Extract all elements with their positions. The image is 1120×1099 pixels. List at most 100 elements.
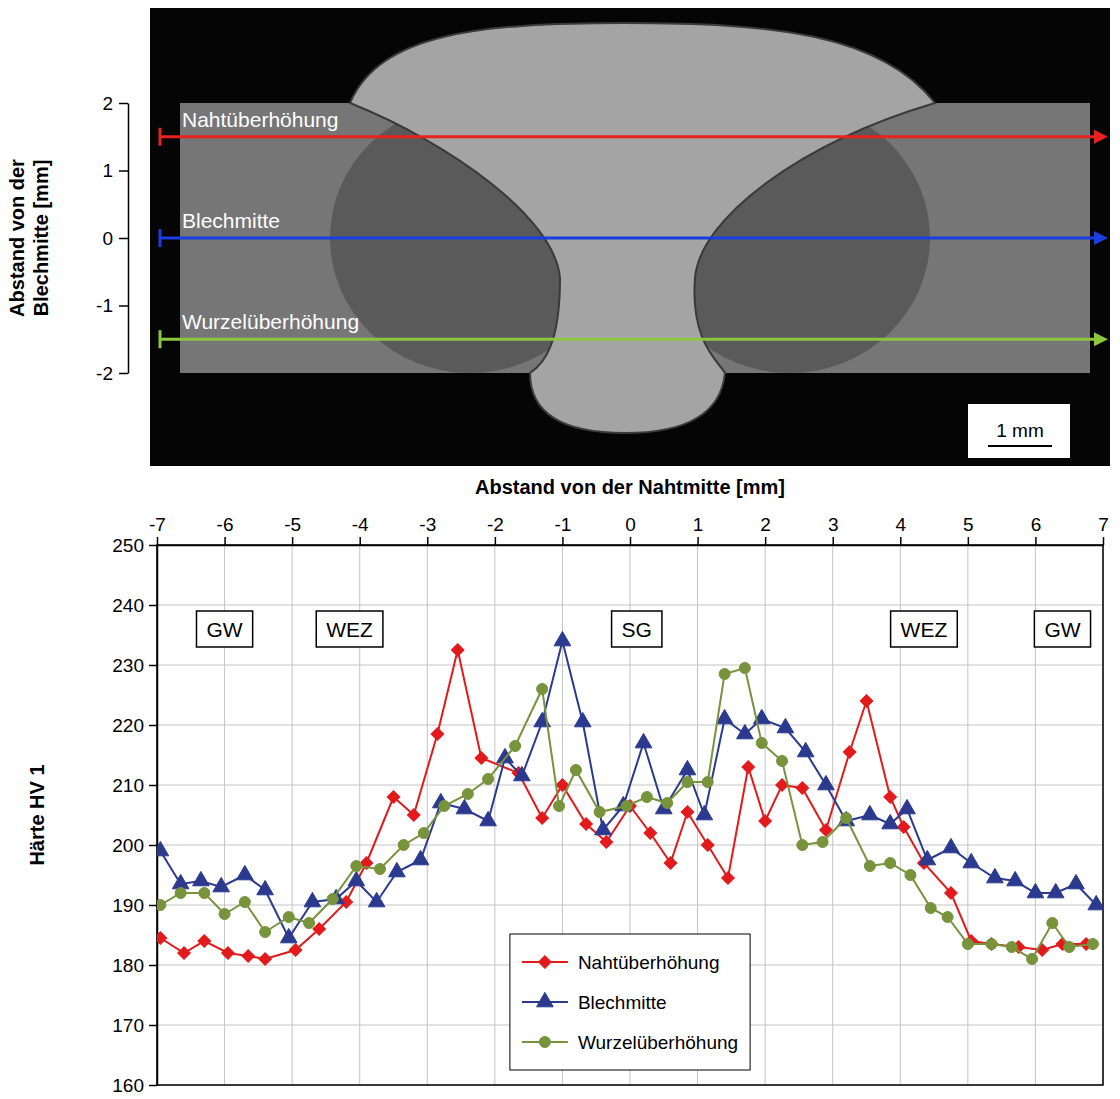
- y-axis-tick: 250: [112, 535, 157, 556]
- y-axis-tick-mark: [149, 545, 157, 547]
- x-axis-tick-mark: [359, 537, 361, 545]
- series-marker: [945, 887, 958, 900]
- series-marker: [554, 631, 571, 645]
- series-marker: [818, 775, 835, 789]
- x-axis-tick-label: -2: [487, 514, 504, 535]
- y-axis-tick: 190: [112, 895, 157, 916]
- series-marker: [797, 840, 808, 851]
- grid-line-y: [157, 725, 1103, 726]
- legend-label: Nahtüberhöhung: [578, 952, 720, 973]
- series-marker: [259, 953, 272, 966]
- series-marker: [439, 801, 450, 812]
- series-marker: [239, 897, 250, 908]
- scale-bar-label: 1 mm: [996, 420, 1044, 441]
- y-axis-tick: 230: [112, 655, 157, 676]
- grid-line-x: [494, 545, 495, 1085]
- region-label-box: [316, 611, 383, 647]
- series-line: [160, 650, 1086, 959]
- measurement-line: Wurzelüberhöhung: [160, 310, 1108, 348]
- series-marker: [175, 888, 186, 899]
- series-marker: [722, 872, 735, 885]
- series-marker: [885, 858, 896, 869]
- y-axis-tick-mark: [149, 845, 157, 847]
- micrograph-background: [150, 8, 1110, 466]
- figure: Nahtüberhöhung Blechmitte Wurzelüberhöhung…: [0, 0, 1120, 1099]
- series-marker: [919, 850, 936, 864]
- series-marker: [407, 809, 420, 822]
- micrograph-panel: Nahtüberhöhung Blechmitte Wurzelüberhöhung…: [6, 8, 1110, 466]
- y-axis-tick-mark: [149, 605, 157, 607]
- measurement-label: Blechmitte: [182, 209, 280, 232]
- y-axis-tick-mark: [119, 305, 128, 307]
- series-marker: [635, 733, 652, 747]
- series-marker: [962, 939, 973, 950]
- series-marker: [451, 644, 464, 657]
- arrow-head: [1094, 332, 1108, 346]
- y-axis-tick-label: 1: [102, 160, 113, 181]
- x-axis-tick: -3: [419, 514, 436, 545]
- series-marker: [199, 888, 210, 899]
- plot-area: [157, 631, 1103, 965]
- x-axis-tick-label: 1: [693, 514, 704, 535]
- series-marker: [600, 836, 613, 849]
- series-marker: [679, 760, 696, 774]
- measurement-line: Nahtüberhöhung: [160, 108, 1108, 146]
- series-marker: [574, 712, 591, 726]
- scale-bar-line: [988, 445, 1052, 447]
- y-axis: 160170180190200210220230240250: [112, 535, 157, 1096]
- region-label: WEZ: [891, 611, 958, 647]
- series-marker: [644, 827, 657, 840]
- series-marker: [882, 814, 899, 828]
- series-marker: [198, 935, 211, 948]
- series-marker: [462, 789, 473, 800]
- y-axis-tick-label: 200: [112, 835, 144, 856]
- series-marker: [897, 821, 910, 834]
- series-marker: [843, 746, 856, 759]
- series-marker: [374, 864, 385, 875]
- y-axis-tick-label: 240: [112, 595, 144, 616]
- series-marker: [905, 870, 916, 881]
- x-axis-tick-mark: [765, 537, 767, 545]
- region-label-box: [1034, 611, 1090, 647]
- series-marker: [796, 782, 809, 795]
- series-line: [160, 641, 1096, 938]
- x-axis-tick: -7: [149, 514, 166, 545]
- y-axis-tick-mark: [149, 905, 157, 907]
- y-axis-tick-mark: [149, 785, 157, 787]
- y-axis-tick-mark: [119, 103, 128, 105]
- micrograph: [150, 8, 1110, 466]
- y-axis-tick-label: 220: [112, 715, 144, 736]
- y-axis-tick: 180: [112, 955, 157, 976]
- region-label-text: WEZ: [901, 618, 948, 641]
- series-marker: [797, 742, 814, 756]
- y-axis-tick-mark: [119, 238, 128, 240]
- series-marker: [1006, 942, 1017, 953]
- y-axis-tick-label: 230: [112, 655, 144, 676]
- arrow-start-bar: [159, 128, 162, 146]
- region-label: GW: [1034, 611, 1090, 647]
- series-marker: [431, 728, 444, 741]
- legend-marker: [539, 1037, 550, 1048]
- y-axis-tick-label: 160: [112, 1075, 144, 1096]
- series-marker: [412, 850, 429, 864]
- arrow-start-bar: [159, 330, 162, 348]
- series-marker: [943, 838, 960, 852]
- x-axis-tick-label: 6: [1031, 514, 1042, 535]
- series-marker: [817, 837, 828, 848]
- series-marker: [1087, 939, 1098, 950]
- series-marker: [696, 805, 713, 819]
- x-axis-tick-label: 0: [625, 514, 636, 535]
- series-marker: [157, 841, 169, 855]
- y-axis-tick-label: 2: [102, 93, 113, 114]
- series-marker: [213, 877, 230, 891]
- y-axis-tick-mark: [149, 725, 157, 727]
- y-axis-tick: 240: [112, 595, 157, 616]
- x-axis-tick: -2: [487, 514, 504, 545]
- series-marker: [456, 799, 473, 813]
- series-marker: [351, 861, 362, 872]
- weld-metal: [350, 23, 935, 433]
- region-label-text: GW: [206, 618, 242, 641]
- series-marker: [222, 947, 235, 960]
- series-marker: [987, 868, 1004, 882]
- x-axis-tick-mark: [1103, 537, 1105, 545]
